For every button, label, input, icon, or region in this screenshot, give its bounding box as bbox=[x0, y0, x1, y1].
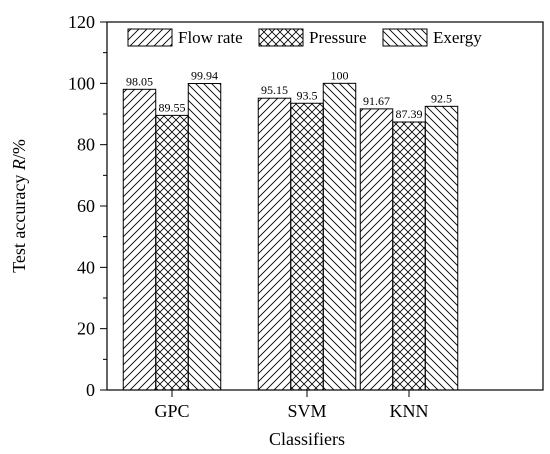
y-tick-label-60: 60 bbox=[77, 196, 95, 216]
data-labels: 98.05 89.55 99.94 95.15 93.5 100 91.67 87.39 92.… bbox=[126, 68, 452, 121]
bar-gpc-exergy bbox=[187, 83, 222, 391]
legend-label-flow-rate: Flow rate bbox=[178, 28, 243, 47]
bars bbox=[122, 82, 459, 391]
y-axis-title: Test accuracy R/% bbox=[9, 139, 29, 273]
bar-knn-pressure bbox=[392, 121, 426, 391]
x-axis-ticks: GPC SVM KNN bbox=[154, 390, 429, 421]
x-tick-label-gpc: GPC bbox=[154, 401, 189, 421]
y-tick-label-0: 0 bbox=[86, 380, 95, 400]
y-tick-label-20: 20 bbox=[77, 319, 95, 339]
bar-knn-flow-rate bbox=[359, 108, 394, 391]
legend-label-pressure: Pressure bbox=[309, 28, 367, 47]
bar-svm-pressure bbox=[290, 102, 324, 391]
y-axis-title-prefix: Test accuracy bbox=[9, 170, 29, 273]
data-label-gpc-pressure: 89.55 bbox=[159, 100, 186, 114]
legend-label-exergy: Exergy bbox=[433, 28, 482, 47]
y-tick-label-120: 120 bbox=[68, 12, 95, 32]
y-tick-label-100: 100 bbox=[68, 73, 95, 93]
legend-swatch-flow-rate bbox=[127, 28, 173, 47]
legend-swatch-pressure bbox=[258, 28, 304, 47]
y-tick-label-40: 40 bbox=[77, 257, 95, 277]
y-axis-ticks: 0 20 40 60 80 100 120 bbox=[68, 12, 107, 400]
data-label-knn-pressure: 87.39 bbox=[396, 107, 423, 121]
data-label-knn-exergy: 92.5 bbox=[431, 91, 452, 105]
data-label-svm-exergy: 100 bbox=[331, 68, 349, 82]
x-tick-label-svm: SVM bbox=[287, 401, 326, 421]
data-label-svm-flow-rate: 95.15 bbox=[261, 83, 288, 97]
x-tick-label-knn: KNN bbox=[390, 401, 429, 421]
legend-swatch-exergy bbox=[382, 28, 428, 47]
bar-svm-flow-rate bbox=[257, 97, 292, 391]
bar-gpc-pressure bbox=[155, 114, 189, 391]
y-axis-title-suffix: /% bbox=[9, 139, 29, 159]
legend: Flow rate Pressure Exergy bbox=[127, 28, 482, 47]
data-label-svm-pressure: 93.5 bbox=[297, 88, 318, 102]
data-label-knn-flow-rate: 91.67 bbox=[363, 94, 390, 108]
bar-svm-exergy bbox=[322, 82, 357, 391]
y-axis-title-italic: R bbox=[9, 159, 29, 171]
data-label-gpc-exergy: 99.94 bbox=[191, 69, 218, 83]
bar-knn-exergy bbox=[424, 105, 459, 391]
y-tick-label-80: 80 bbox=[77, 135, 95, 155]
data-label-gpc-flow-rate: 98.05 bbox=[126, 74, 153, 88]
bar-gpc-flow-rate bbox=[122, 88, 157, 391]
x-axis-title: Classifiers bbox=[269, 429, 345, 449]
